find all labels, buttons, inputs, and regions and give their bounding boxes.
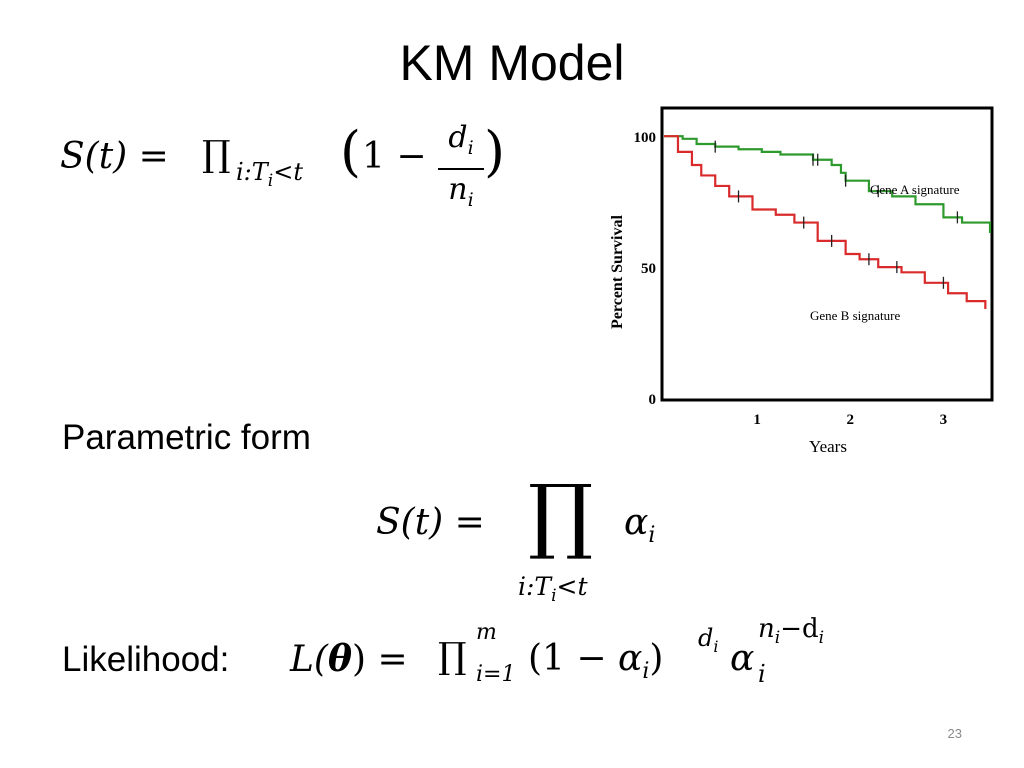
- y-tick-label-2: 100: [634, 130, 657, 146]
- eq3-exp-d-char: d: [698, 624, 714, 652]
- eq1-one-minus: 1 −: [362, 136, 427, 177]
- eq2-product-symbol: ∏: [528, 468, 594, 563]
- eq2-under-sub: i: [551, 586, 557, 606]
- eq3-exp2-sub2: i: [818, 628, 825, 649]
- eq3-open: (1 −: [528, 638, 618, 679]
- chart-plot-layer: 0 50 100 1 2 3 Gene A signature Gene B signatur…: [634, 130, 992, 428]
- eq1-sub-lt: <t: [273, 158, 303, 186]
- eq1-den-sub: i: [467, 189, 474, 211]
- eq3-lhs-end: ) =: [351, 639, 408, 680]
- likelihood-equation: L(θ) = ∏ m i=1 (1 − αi) di α i ni−di: [290, 614, 890, 704]
- eq3-sup-m: m: [476, 620, 497, 645]
- eq3-exp-d: di: [698, 624, 719, 656]
- series-line-1: [664, 135, 987, 309]
- slide-title: KM Model: [399, 35, 625, 91]
- eq2-under-lt: <t: [556, 572, 588, 601]
- eq3-alpha1: α: [618, 638, 643, 679]
- legend-gene-a: Gene A signature: [870, 182, 960, 197]
- eq3-sub-i1: i=1: [476, 662, 516, 687]
- eq3-close: ): [649, 638, 664, 679]
- eq3-L: L(: [290, 639, 328, 680]
- parametric-equation: S(t) = ∏ αi i:Ti<t: [376, 468, 696, 610]
- chart-plot-frame: [660, 106, 994, 402]
- eq1-fraction: di ni: [438, 118, 484, 220]
- likelihood-label: Likelihood:: [62, 640, 230, 679]
- eq2-alpha: αi: [624, 502, 655, 548]
- chart-xlabel: Years: [809, 437, 847, 456]
- eq3-exp-d-sub: i: [713, 636, 719, 656]
- eq1-sub-i: i: [267, 170, 274, 191]
- eq3-theta: θ: [327, 638, 352, 680]
- eq3-factor1: (1 − αi): [528, 638, 663, 684]
- eq1-den: n: [448, 172, 468, 207]
- parametric-form-label: Parametric form: [62, 418, 311, 457]
- eq1-denominator: ni: [438, 170, 484, 220]
- x-tick-label-2: 3: [940, 412, 948, 428]
- eq1-lhs: S(t) =: [60, 136, 169, 177]
- eq2-alpha-sub: i: [648, 523, 656, 549]
- eq3-alpha2-sub: i: [758, 660, 766, 688]
- eq1-num-sub: i: [467, 137, 474, 159]
- eq3-lhs: L(θ) =: [290, 638, 408, 680]
- eq3-exp2-minus: −d: [780, 614, 819, 644]
- eq2-lhs: S(t) =: [376, 502, 485, 543]
- x-tick-label-1: 2: [847, 412, 855, 428]
- legend-gene-b: Gene B signature: [810, 308, 900, 323]
- eq3-exp2: ni−di: [758, 614, 824, 648]
- eq1-product-symbol: ∏: [202, 134, 231, 175]
- eq3-exp2-sub1: i: [774, 628, 781, 649]
- eq2-alpha-char: α: [624, 502, 649, 543]
- eq3-product-symbol: ∏: [438, 636, 467, 677]
- survival-chart: 0 50 100 1 2 3 Gene A signature Gene B signatur…: [609, 106, 994, 456]
- eq3-alpha1-sub: i: [642, 659, 650, 685]
- eq1-left-paren: (: [340, 120, 362, 183]
- eq1-product-subscript: i:Ti<t: [236, 158, 303, 191]
- eq1-num: d: [448, 120, 468, 155]
- y-tick-label-1: 50: [641, 261, 656, 277]
- chart-ylabel: Percent Survival: [609, 214, 626, 328]
- eq1-numerator: di: [438, 118, 484, 170]
- y-tick-label-0: 0: [649, 392, 657, 408]
- x-tick-label-0: 1: [753, 412, 761, 428]
- eq1-sub-iT: i:T: [236, 158, 268, 186]
- eq2-under-iT: i:T: [518, 572, 552, 601]
- eq1-right-paren: ): [484, 120, 506, 183]
- eq3-alpha2: α: [730, 638, 755, 679]
- eq3-exp2-n: n: [758, 614, 775, 644]
- eq2-under: i:Ti<t: [518, 572, 588, 606]
- slide-number: 23: [947, 726, 962, 741]
